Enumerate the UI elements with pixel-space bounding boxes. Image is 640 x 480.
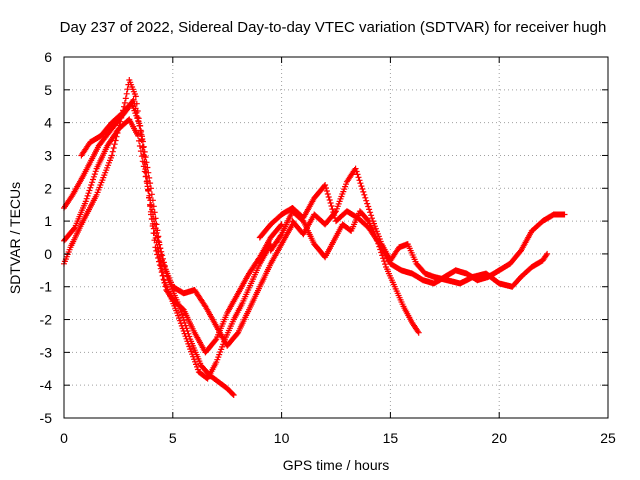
y-tick-label: 2 — [44, 180, 52, 196]
series-track-7 — [289, 165, 551, 290]
y-tick-label: 0 — [44, 246, 52, 262]
y-tick-label: -2 — [40, 312, 53, 328]
y-tick-label: 4 — [44, 115, 52, 131]
y-tick-label: 1 — [44, 213, 52, 229]
x-tick-label: 20 — [491, 430, 507, 446]
y-tick-labels: -5 -4 -3 -2 -1 0 1 2 3 4 5 6 — [40, 49, 53, 426]
series-track-3 — [61, 116, 237, 398]
x-tick-label: 25 — [600, 430, 616, 446]
chart-title: Day 237 of 2022, Sidereal Day-to-day VTE… — [60, 19, 607, 36]
series-track-4 — [78, 99, 296, 349]
y-tick-label: -4 — [40, 377, 53, 393]
y-tick-label: 3 — [44, 147, 52, 163]
plus-markers — [256, 182, 568, 287]
x-axis-label: GPS time / hours — [283, 457, 390, 473]
y-tick-label: 6 — [44, 49, 52, 65]
x-tick-label: 5 — [169, 430, 177, 446]
x-tick-label: 15 — [383, 430, 399, 446]
plus-markers — [289, 165, 551, 290]
series-track-5 — [256, 182, 568, 287]
y-tick-label: 5 — [44, 82, 52, 98]
x-tick-label: 0 — [60, 430, 68, 446]
x-tick-label: 10 — [274, 430, 290, 446]
plus-markers — [78, 99, 296, 349]
y-tick-label: -5 — [40, 410, 53, 426]
axis-ticks — [63, 56, 609, 419]
x-tick-labels: 0 5 10 15 20 25 — [60, 430, 616, 446]
series-track-6 — [267, 208, 422, 336]
y-axis-label: SDTVAR / TECUs — [7, 182, 23, 294]
plus-markers — [267, 208, 422, 336]
data-points — [61, 77, 568, 398]
y-tick-label: -1 — [40, 279, 53, 295]
plot-frame — [63, 56, 609, 419]
y-tick-label: -3 — [40, 344, 53, 360]
plus-markers — [61, 116, 237, 398]
